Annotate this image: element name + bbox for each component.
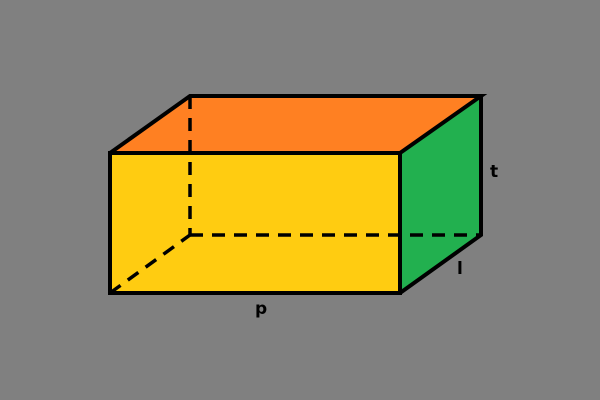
top-face: [110, 96, 481, 153]
side-face-outline: [398, 96, 483, 295]
height-label: t: [490, 162, 498, 182]
width-label: l: [457, 259, 463, 279]
side-face: [400, 96, 481, 293]
front-face: [110, 153, 400, 293]
hidden-edge-depth-bottom: [108, 233, 192, 295]
top-face-outline: [108, 94, 488, 155]
length-label: p: [255, 299, 267, 319]
